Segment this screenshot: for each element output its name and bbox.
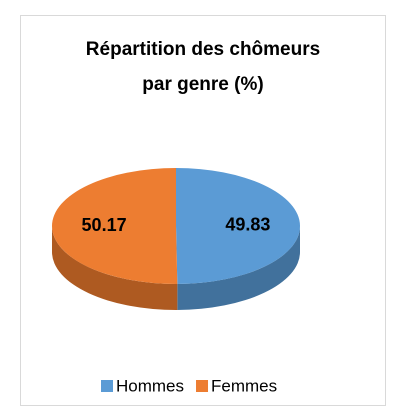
slice <box>52 168 178 284</box>
legend-swatch <box>196 380 209 392</box>
data-label: 50.17 <box>82 215 127 235</box>
legend-label: Femmes <box>211 376 277 395</box>
slice <box>176 168 301 284</box>
chart-title: par genre (%) <box>142 74 263 95</box>
legend-label: Hommes <box>116 376 184 395</box>
legend-swatch <box>101 380 113 392</box>
data-label: 49.83 <box>225 215 270 235</box>
chart-title: Répartition des chômeurs <box>86 39 320 60</box>
slice-side <box>177 226 300 310</box>
slice-side <box>52 226 178 310</box>
